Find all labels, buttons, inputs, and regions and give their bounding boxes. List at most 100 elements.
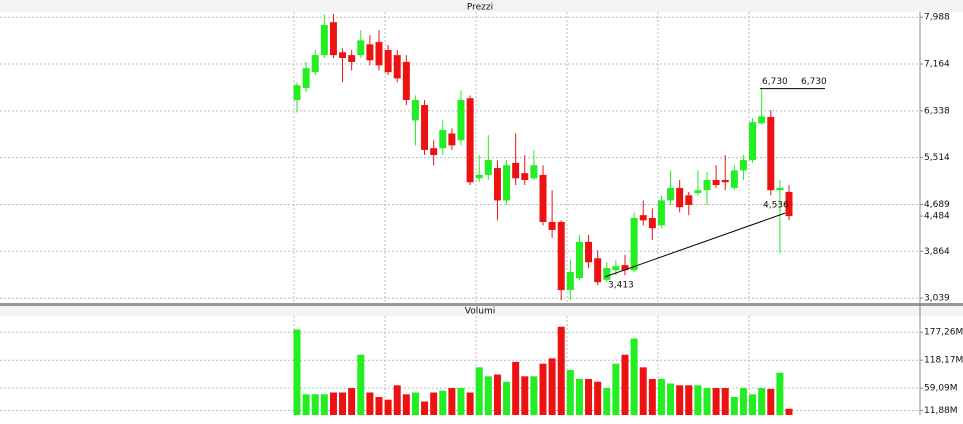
candle-body [384, 50, 392, 73]
y-tick-label: 118,17M [924, 356, 963, 366]
candle-body [521, 173, 529, 180]
volume-bar [475, 367, 483, 415]
trendline [604, 212, 786, 278]
candle-body [430, 148, 438, 156]
high-label: 6,730 [762, 77, 788, 87]
volume-bar [575, 379, 583, 415]
price-title: Prezzi [467, 3, 493, 13]
candle-body [639, 215, 647, 221]
panel-separator [0, 303, 963, 306]
volume-bar [384, 399, 392, 415]
candle-body [676, 187, 684, 208]
volume-bar [512, 361, 520, 415]
candle-body [329, 22, 337, 56]
candle-body [585, 241, 593, 263]
candle-body [612, 266, 620, 271]
volume-bar [639, 367, 647, 415]
candle-body [320, 25, 328, 56]
volume-bar [594, 381, 602, 415]
volume-bar [293, 329, 301, 415]
volume-bar [721, 388, 729, 415]
candle-body [739, 160, 747, 171]
candle-body [594, 258, 602, 283]
candle-body [767, 116, 775, 191]
candle-body [539, 174, 547, 222]
volume-bar [657, 379, 665, 415]
y-tick-label: 7,164 [924, 59, 950, 69]
volume-bar [612, 363, 620, 415]
volume-bar [648, 379, 656, 415]
volume-bar [530, 376, 538, 415]
volume-bar [457, 388, 465, 415]
y-tick-label: 6,338 [924, 106, 950, 116]
volume-bar [329, 392, 337, 415]
candle-body [721, 179, 729, 183]
volume-bar [685, 385, 693, 415]
volume-bar [548, 358, 556, 415]
trend-end-label: 4,536 [763, 201, 789, 211]
y-tick-label: 5,514 [924, 153, 950, 163]
volume-bar [366, 392, 374, 415]
volume-bar [393, 385, 401, 415]
volume-bar [402, 394, 410, 415]
candle-body [730, 170, 738, 188]
volume-bar [585, 379, 593, 415]
volume-bar [439, 390, 447, 415]
volume-bar [521, 376, 529, 415]
candle-body [311, 55, 319, 73]
candle-body [366, 44, 374, 61]
candle-body [393, 55, 401, 79]
candle-body [475, 174, 483, 179]
volume-bar [603, 388, 611, 415]
volume-bar [776, 372, 784, 415]
candle-body [648, 218, 656, 229]
volume-bar [348, 388, 356, 415]
y-tick-label: 4,689 [924, 200, 950, 210]
candle-body [667, 187, 675, 201]
volume-bar [539, 363, 547, 415]
candle-body [712, 179, 720, 186]
volume-bar [758, 388, 766, 415]
volume-bar [375, 397, 383, 415]
volume-bar [357, 354, 365, 415]
y-tick-label: 11,88M [924, 406, 958, 416]
candle-body [557, 221, 565, 291]
candle-body [566, 271, 574, 291]
candle-body [457, 99, 465, 141]
volume-bar [339, 392, 347, 415]
candle-body [657, 200, 665, 226]
candle-body [493, 168, 501, 201]
candle-body [685, 195, 693, 205]
volume-bar [493, 374, 501, 415]
candle-body [375, 42, 383, 66]
candle-body [439, 130, 447, 149]
volume-bar [730, 397, 738, 415]
price-header [0, 0, 963, 12]
volume-bar [739, 388, 747, 415]
volume-title: Volumi [465, 307, 495, 317]
y-tick-label: 3,039 [924, 294, 950, 304]
volume-header [0, 306, 963, 316]
volume-bar [411, 392, 419, 415]
candle-body [293, 85, 301, 100]
volume-bar [667, 383, 675, 415]
candle-body [339, 52, 347, 58]
trend-start-label: 3,413 [608, 280, 634, 290]
candle-body [421, 105, 429, 150]
candle-body [548, 221, 556, 230]
candle-body [758, 116, 766, 124]
candle-body [411, 99, 419, 121]
candle-body [402, 61, 410, 100]
candle-body [530, 165, 538, 179]
volume-bar [703, 388, 711, 415]
candle-body [776, 187, 784, 191]
candle-body [512, 162, 520, 179]
candle-body [703, 179, 711, 191]
candle-body [484, 160, 492, 175]
volume-bar [466, 392, 474, 415]
volume-bar [621, 354, 629, 415]
volume-bar [694, 385, 702, 415]
candle-body [694, 190, 702, 194]
